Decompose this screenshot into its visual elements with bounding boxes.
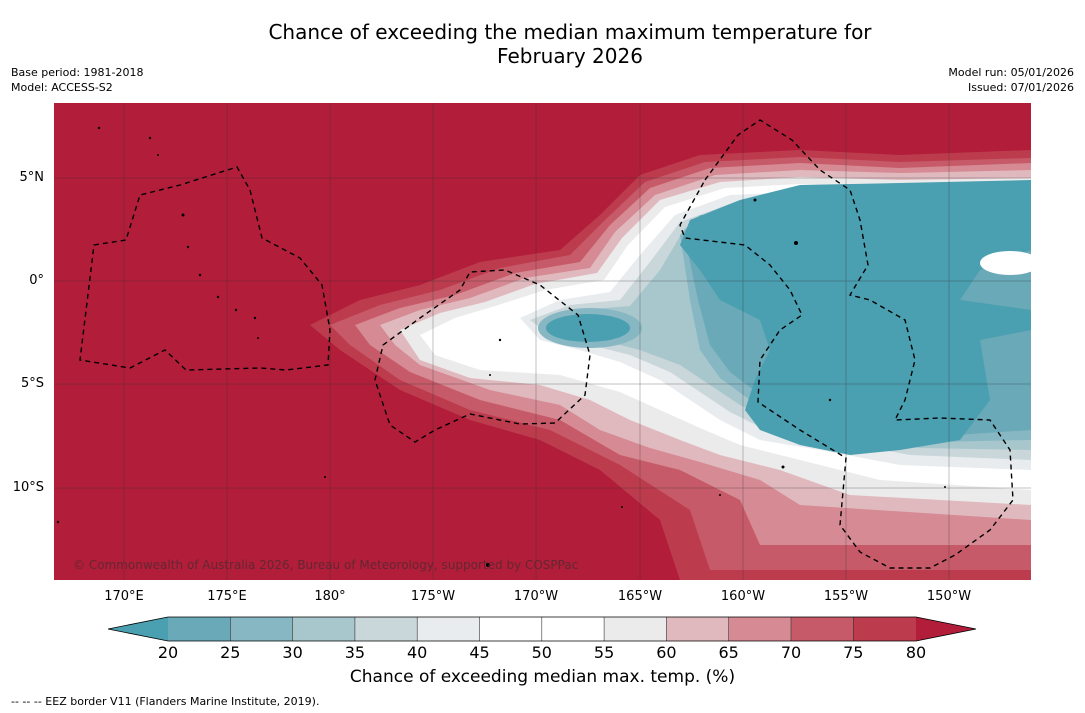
colorbar-extend-low	[108, 617, 168, 641]
eez-legend-note: -- -- -- EEZ border V11 (Flanders Marine…	[11, 695, 320, 708]
colorbar-tick: 45	[469, 643, 490, 662]
colorbar-bin-35-40	[354, 617, 418, 641]
island	[621, 506, 623, 508]
lon-tick-160w: 160°W	[720, 589, 766, 604]
island	[157, 154, 159, 156]
colorbar	[107, 616, 977, 642]
field-below-20	[680, 180, 1031, 455]
colorbar-tick: 20	[157, 643, 179, 662]
lat-tick-5s: 5°S	[20, 376, 44, 391]
island	[753, 198, 757, 202]
base-period: Base period: 1981-2018	[11, 66, 144, 79]
island	[781, 465, 785, 469]
lon-tick-155w: 155°W	[823, 589, 869, 604]
colorbar-bin-65-70	[728, 617, 791, 641]
eez-borders	[79, 119, 1014, 569]
island	[253, 316, 257, 320]
lon-tick-165w: 165°W	[617, 589, 663, 604]
colorbar-label: Chance of exceeding median max. temp. (%…	[349, 667, 736, 687]
probability-field	[54, 103, 1031, 580]
island	[828, 398, 832, 402]
copyright-notice: © Commonwealth of Australia 2026, Bureau…	[73, 558, 579, 572]
island	[719, 494, 721, 496]
islands	[56, 126, 946, 567]
title-line-2: February 2026	[497, 44, 643, 68]
meta-right: Model run: 05/01/2026 Issued: 07/01/2026	[948, 65, 1074, 95]
colorbar-tick: 65	[718, 643, 739, 662]
colorbar-bin-55-60	[604, 617, 667, 641]
island	[257, 337, 259, 339]
colorbar-tick: 25	[220, 643, 241, 662]
island	[944, 486, 946, 488]
colorbar-tick: 40	[407, 643, 428, 662]
lon-tick-180: 180°	[314, 589, 346, 604]
issued-date: Issued: 07/01/2026	[967, 81, 1074, 94]
island	[97, 126, 101, 130]
island	[198, 273, 202, 277]
colorbar-bin-70-75	[791, 617, 854, 641]
island	[216, 295, 220, 299]
field-patch-below-20	[546, 314, 630, 342]
island	[56, 520, 60, 524]
island	[489, 374, 491, 376]
colorbar-tick: 55	[593, 643, 615, 662]
colorbar-tick: 70	[780, 643, 802, 662]
colorbar-bin-60-65	[666, 617, 729, 641]
lat-tick-10s: 10°S	[12, 480, 44, 495]
lon-tick-170e: 170°E	[104, 589, 144, 604]
lon-tick-175w: 175°W	[410, 589, 456, 604]
island	[148, 136, 152, 140]
title-line-1: Chance of exceeding the median maximum t…	[268, 20, 872, 44]
model-name: Model: ACCESS-S2	[11, 81, 113, 94]
island	[234, 308, 238, 312]
colorbar-tick: 60	[656, 643, 677, 662]
colorbar-bin-40-45	[417, 617, 480, 641]
colorbar-tick: 75	[843, 643, 864, 662]
island	[498, 338, 502, 342]
colorbar-dividers	[230, 617, 854, 641]
lat-tick-5n: 5°N	[19, 170, 45, 185]
colorbar-bin-20-25	[168, 617, 231, 641]
chart-title: Chance of exceeding the median maximum t…	[0, 20, 1085, 68]
field-patch-45-55	[980, 251, 1031, 275]
colorbar-tick: 30	[282, 643, 303, 662]
eez-line-islands	[679, 119, 1014, 569]
colorbar-extend-high	[916, 617, 976, 641]
lon-tick-150w: 150°W	[926, 589, 972, 604]
colorbar-bin-30-35	[292, 617, 355, 641]
colorbar-outline	[107, 616, 977, 642]
island	[324, 476, 326, 478]
lon-tick-175e: 175°E	[207, 589, 247, 604]
colorbar-tick: 80	[905, 643, 927, 662]
island	[181, 213, 185, 217]
meta-left: Base period: 1981-2018 Model: ACCESS-S2	[11, 65, 143, 95]
lon-tick-170w: 170°W	[513, 589, 559, 604]
island	[486, 563, 490, 567]
island	[186, 245, 190, 249]
lat-tick-0: 0°	[29, 273, 44, 288]
colorbar-tick: 35	[344, 643, 366, 662]
colorbar-tick: 50	[531, 643, 552, 662]
model-run: Model run: 05/01/2026	[948, 66, 1074, 79]
colorbar-bin-75-80	[853, 617, 916, 641]
island	[794, 241, 798, 245]
colorbar-bin-25-30	[230, 617, 293, 641]
eez-tokelau-phoenix	[374, 269, 591, 443]
